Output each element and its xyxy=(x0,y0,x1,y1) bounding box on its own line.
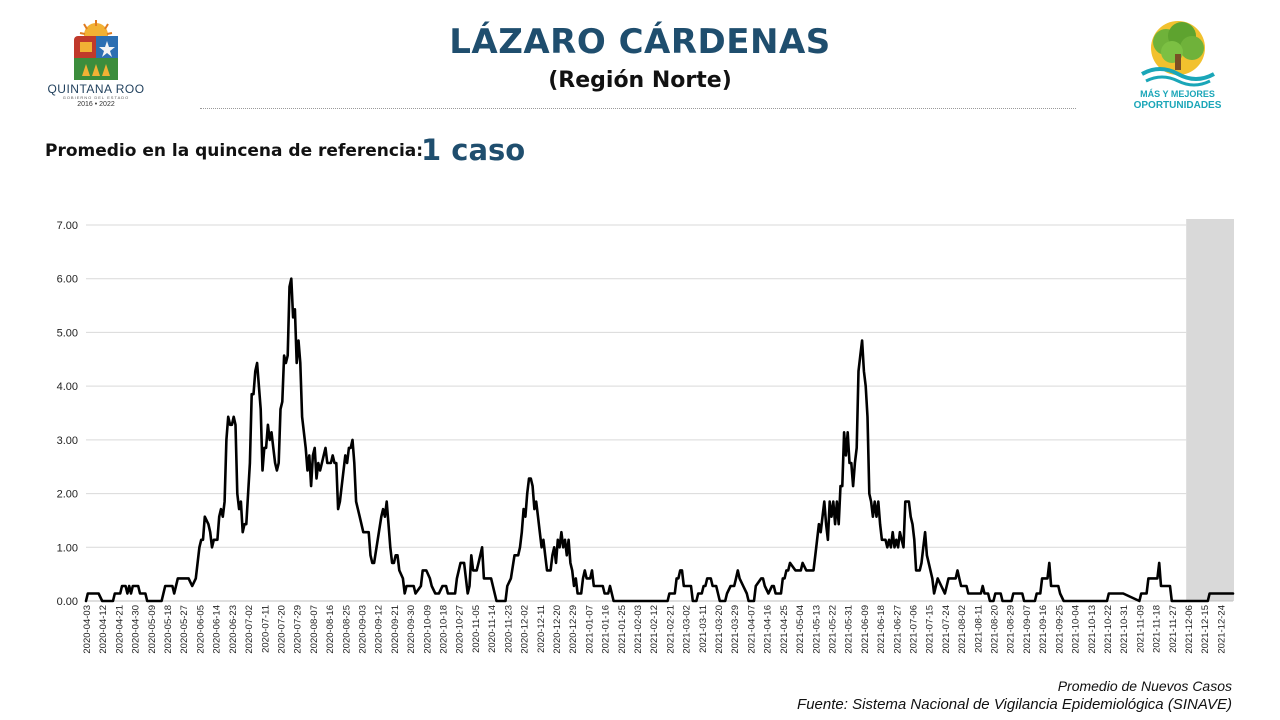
x-tick-label: 2021-04-07 xyxy=(746,605,757,654)
x-tick-label: 2021-09-16 xyxy=(1038,605,1049,654)
x-tick-label: 2020-05-09 xyxy=(147,605,158,654)
x-tick-label: 2021-08-29 xyxy=(1006,605,1017,654)
x-tick-label: 2020-07-11 xyxy=(260,605,271,653)
x-tick-label: 2021-08-02 xyxy=(957,605,968,654)
x-tick-label: 2020-11-05 xyxy=(471,605,482,653)
x-tick-label: 2020-07-20 xyxy=(276,605,287,654)
x-tick-label: 2021-03-20 xyxy=(714,605,725,654)
x-tick-label: 2020-04-03 xyxy=(82,605,93,654)
x-tick-label: 2021-10-13 xyxy=(1087,605,1098,654)
x-tick-label: 2020-10-09 xyxy=(422,605,433,654)
x-tick-label: 2021-05-04 xyxy=(795,605,806,654)
x-tick-label: 2021-06-18 xyxy=(876,605,887,654)
y-tick-label: 4.00 xyxy=(57,381,78,393)
x-tick-label: 2020-04-12 xyxy=(98,605,109,654)
x-tick-label: 2020-05-18 xyxy=(163,605,174,654)
source-note: Fuente: Sistema Nacional de Vigilancia E… xyxy=(797,696,1232,713)
x-tick-label: 2021-05-13 xyxy=(811,605,822,654)
y-tick-label: 7.00 xyxy=(57,220,78,232)
x-tick-label: 2020-07-29 xyxy=(293,605,304,654)
x-tick-label: 2021-02-12 xyxy=(649,605,660,654)
x-tick-label: 2021-04-25 xyxy=(779,605,790,654)
x-tick-label: 2020-09-12 xyxy=(374,605,385,654)
stat-label: Promedio en la quincena de referencia: xyxy=(45,141,424,161)
chart-legend-label: Promedio de Nuevos Casos xyxy=(1057,678,1232,694)
logo-brand-text: QUINTANA ROO xyxy=(47,82,145,96)
x-tick-label: 2020-12-11 xyxy=(536,605,547,653)
x-tick-label: 2021-03-11 xyxy=(698,605,709,653)
x-tick-label: 2020-09-30 xyxy=(406,605,417,654)
x-tick-label: 2021-08-20 xyxy=(990,605,1001,654)
x-tick-label: 2021-10-22 xyxy=(1103,605,1114,654)
x-tick-label: 2020-06-23 xyxy=(228,605,239,654)
logo-gov-text: GOBIERNO DEL ESTADO xyxy=(62,95,130,100)
x-tick-label: 2021-12-24 xyxy=(1216,605,1227,654)
x-tick-label: 2020-04-21 xyxy=(114,605,125,654)
x-tick-label: 2021-09-25 xyxy=(1054,605,1065,654)
x-tick-label: 2020-08-25 xyxy=(341,605,352,654)
tree-icon xyxy=(1141,21,1215,87)
quintana-roo-logo: QUINTANA ROO GOBIERNO DEL ESTADO 2016 • … xyxy=(40,20,160,112)
x-tick-label: 2021-04-16 xyxy=(763,605,774,654)
x-tick-label: 2021-02-21 xyxy=(665,605,676,654)
x-tick-label: 2020-11-23 xyxy=(503,605,514,653)
x-tick-label: 2020-08-16 xyxy=(325,605,336,654)
x-tick-label: 2021-11-18 xyxy=(1152,605,1163,653)
x-tick-label: 2020-09-21 xyxy=(390,605,401,654)
x-tick-label: 2021-05-22 xyxy=(827,605,838,654)
y-tick-label: 5.00 xyxy=(57,327,78,339)
x-tick-label: 2021-01-16 xyxy=(601,605,612,654)
y-tick-label: 2.00 xyxy=(57,489,78,501)
y-tick-label: 1.00 xyxy=(57,542,78,554)
y-tick-label: 6.00 xyxy=(57,274,78,286)
x-tick-label: 2020-05-27 xyxy=(179,605,190,654)
x-tick-label: 2020-11-14 xyxy=(487,605,498,653)
x-tick-label: 2021-03-29 xyxy=(730,605,741,654)
x-tick-label: 2021-11-09 xyxy=(1135,605,1146,653)
x-tick-label: 2021-12-15 xyxy=(1200,605,1211,654)
page-title: LÁZARO CÁRDENAS xyxy=(449,22,831,62)
x-tick-label: 2020-12-29 xyxy=(568,605,579,654)
x-tick-label: 2020-10-18 xyxy=(439,605,450,654)
x-tick-label: 2021-08-11 xyxy=(973,605,984,653)
logo-slogan-line1: MÁS Y MEJORES xyxy=(1140,89,1215,99)
x-tick-label: 2021-03-02 xyxy=(682,605,693,654)
page-subtitle: (Región Norte) xyxy=(548,68,732,93)
x-tick-label: 2021-09-07 xyxy=(1022,605,1033,654)
x-tick-label: 2021-02-03 xyxy=(633,605,644,654)
x-tick-label: 2020-06-05 xyxy=(195,605,206,654)
coat-of-arms-icon xyxy=(74,20,118,80)
x-tick-label: 2020-12-20 xyxy=(552,605,563,654)
x-tick-label: 2020-10-27 xyxy=(455,605,466,654)
x-tick-label: 2020-09-03 xyxy=(357,605,368,654)
y-tick-label: 3.00 xyxy=(57,435,78,447)
x-tick-label: 2021-07-24 xyxy=(941,605,952,654)
logo-slogan-line2: OPORTUNIDADES xyxy=(1133,100,1222,111)
x-tick-label: 2020-12-02 xyxy=(520,605,531,654)
x-tick-label: 2021-05-31 xyxy=(844,605,855,654)
stat-value: 1 caso xyxy=(421,133,526,167)
x-tick-label: 2021-10-04 xyxy=(1071,605,1082,654)
x-tick-label: 2021-01-25 xyxy=(617,605,628,654)
x-tick-label: 2021-10-31 xyxy=(1119,605,1130,654)
x-tick-label: 2021-07-06 xyxy=(908,605,919,654)
series-line-promedio-nuevos-casos xyxy=(84,277,1235,603)
y-tick-label: 0.00 xyxy=(57,596,78,608)
x-tick-label: 2020-06-14 xyxy=(212,605,223,654)
cases-line-chart: 0.00 1.00 2.00 3.00 4.00 5.00 6.00 7.00 2020-04-… xyxy=(57,219,1235,654)
x-tick-label: 2021-11-27 xyxy=(1168,605,1179,653)
x-tick-label: 2021-12-06 xyxy=(1184,605,1195,654)
header-divider xyxy=(200,108,1076,109)
x-tick-label: 2021-01-07 xyxy=(584,605,595,654)
x-tick-label: 2021-07-15 xyxy=(925,605,936,654)
logo-years-text: 2016 • 2022 xyxy=(77,101,115,108)
shaded-region xyxy=(1186,219,1234,601)
x-tick-label: 2020-07-02 xyxy=(244,605,255,654)
x-tick-label: 2020-08-07 xyxy=(309,605,320,654)
x-tick-label: 2020-04-30 xyxy=(131,605,142,654)
x-tick-label: 2021-06-27 xyxy=(892,605,903,654)
x-tick-label: 2021-06-09 xyxy=(860,605,871,654)
oportunidades-logo: MÁS Y MEJORES OPORTUNIDADES xyxy=(1120,18,1240,114)
